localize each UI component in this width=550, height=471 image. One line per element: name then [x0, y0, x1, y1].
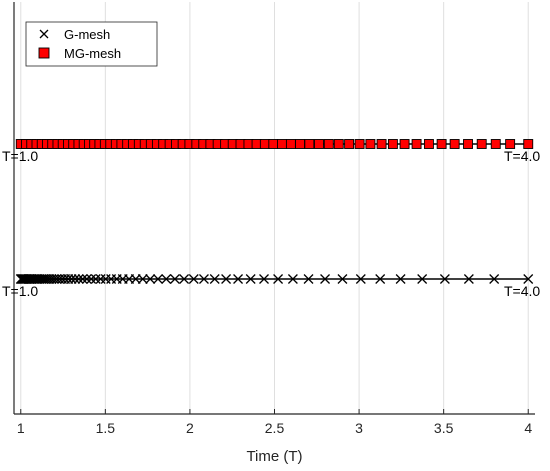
annotations: T=1.0 T=4.0 T=1.0 T=4.0	[2, 148, 540, 299]
annotation-upper-right: T=4.0	[504, 148, 540, 164]
data-point-g-mesh	[259, 274, 269, 284]
x-ticks: 1 1.5 2 2.5 3 3.5 4	[17, 409, 532, 436]
x-tick-label: 4	[524, 420, 532, 436]
data-point-g-mesh	[489, 274, 500, 284]
data-point-g-mesh	[199, 274, 209, 284]
legend: G-mesh MG-mesh	[25, 21, 158, 67]
data-point-g-mesh	[463, 274, 474, 284]
data-point-g-mesh	[73, 274, 84, 284]
data-point-g-mesh	[233, 274, 244, 284]
data-point-g-mesh	[44, 274, 55, 284]
data-point-mg-mesh	[314, 139, 324, 149]
data-point-mg-mesh	[505, 139, 516, 149]
data-point-mg-mesh	[436, 139, 447, 149]
data-point-g-mesh	[417, 274, 428, 284]
data-point-g-mesh	[273, 274, 284, 284]
data-point-g-mesh	[66, 274, 77, 284]
data-point-g-mesh	[130, 274, 141, 284]
data-point-g-mesh	[245, 274, 256, 284]
data-point-mg-mesh	[295, 139, 305, 149]
data-point-mg-mesh	[251, 139, 262, 149]
data-point-mg-mesh	[423, 139, 434, 149]
x-axis-label: Time (T)	[246, 448, 302, 465]
x-tick-label: 1	[17, 420, 25, 436]
data-point-mg-mesh	[365, 139, 376, 149]
x-tick-label: 3.5	[434, 420, 454, 436]
data-point-mg-mesh	[399, 139, 410, 149]
data-point-g-mesh	[439, 274, 450, 284]
data-point-g-mesh	[523, 274, 534, 284]
data-point-mg-mesh	[463, 139, 473, 149]
data-point-g-mesh	[320, 274, 331, 284]
data-point-mg-mesh	[259, 139, 270, 149]
data-point-g-mesh	[145, 274, 156, 284]
data-point-g-mesh	[209, 274, 220, 284]
annotation-lower-right: T=4.0	[504, 283, 540, 299]
data-point-g-mesh	[81, 274, 92, 284]
x-tick-label: 2.5	[265, 420, 285, 436]
legend-box	[25, 21, 158, 67]
data-point-mg-mesh	[411, 139, 422, 149]
data-point-g-mesh	[153, 274, 163, 284]
x-tick-label: 2	[186, 420, 194, 436]
annotation-upper-left: T=1.0	[2, 148, 38, 164]
data-point-g-mesh	[287, 274, 298, 284]
data-point-g-mesh	[375, 274, 386, 284]
data-point-g-mesh	[161, 274, 172, 284]
data-point-g-mesh	[90, 274, 101, 284]
annotation-lower-left: T=1.0	[2, 283, 38, 299]
legend-marker-g-mesh	[39, 29, 49, 39]
data-point-g-mesh	[137, 274, 148, 284]
data-point-mg-mesh	[276, 139, 287, 149]
data-point-mg-mesh	[490, 139, 501, 149]
data-point-g-mesh	[188, 274, 199, 284]
data-point-g-mesh	[179, 274, 190, 284]
data-point-mg-mesh	[285, 139, 296, 149]
data-point-g-mesh	[86, 274, 97, 284]
data-point-g-mesh	[221, 274, 232, 284]
data-point-mg-mesh	[476, 139, 487, 149]
data-point-mg-mesh	[323, 139, 334, 149]
x-tick-label: 3	[355, 420, 363, 436]
data-point-mg-mesh	[449, 139, 460, 149]
data-point-mg-mesh	[243, 139, 254, 149]
data-point-g-mesh	[46, 274, 57, 284]
data-point-g-mesh	[303, 274, 314, 284]
data-point-mg-mesh	[344, 139, 355, 149]
data-point-mg-mesh	[268, 139, 279, 149]
legend-marker-mg-mesh	[38, 47, 50, 59]
data-point-mg-mesh	[376, 139, 387, 149]
data-point-mg-mesh	[354, 139, 365, 149]
data-point-mg-mesh	[304, 139, 315, 149]
data-point-mg-mesh	[387, 139, 398, 149]
grid-lines	[20, 2, 529, 414]
data-point-g-mesh	[77, 274, 88, 284]
data-point-g-mesh	[70, 274, 81, 284]
legend-label-mg-mesh: MG-mesh	[64, 46, 121, 61]
data-point-g-mesh	[169, 274, 180, 284]
data-point-g-mesh	[355, 274, 366, 284]
data-point-mg-mesh	[523, 139, 534, 149]
legend-label-g-mesh: G-mesh	[64, 27, 110, 42]
data-point-g-mesh	[395, 274, 406, 284]
data-point-mg-mesh	[333, 139, 344, 149]
x-tick-label: 1.5	[96, 420, 116, 436]
plot-area	[15, 139, 534, 284]
data-point-g-mesh	[337, 274, 348, 284]
